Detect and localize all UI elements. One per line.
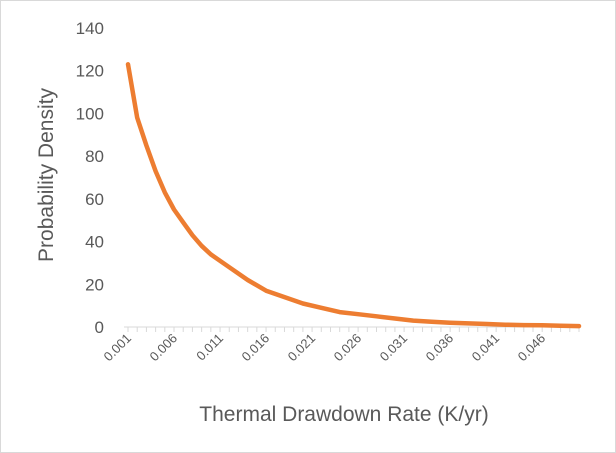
- x-tick-label: 0.016: [239, 331, 273, 365]
- x-tick-label: 0.021: [285, 331, 319, 365]
- x-axis-tick-labels: 0.001 0.006 0.011 0.016 0.021 0.026 0.031 0.036…: [101, 331, 549, 365]
- x-axis-minor-ticks: [127, 327, 580, 332]
- y-axis-title: Probability Density: [35, 88, 58, 262]
- x-tick-label: 0.011: [193, 331, 226, 364]
- y-tick-label: 60: [85, 190, 104, 209]
- x-tick-label: 0.031: [377, 331, 411, 365]
- x-tick-label: 0.006: [147, 331, 181, 365]
- series-group: [125, 62, 582, 329]
- x-axis: 0.001 0.006 0.011 0.016 0.021 0.026 0.031 0.036…: [101, 326, 580, 365]
- x-tick-label: 0.046: [515, 331, 549, 365]
- x-tick-label: 0.041: [469, 331, 503, 365]
- series-line: [125, 62, 582, 329]
- y-tick-label: 0: [95, 318, 104, 337]
- x-axis-title: Thermal Drawdown Rate (K/yr): [199, 403, 488, 426]
- x-tick-label: 0.036: [423, 331, 457, 365]
- x-tick-label: 0.001: [101, 331, 135, 365]
- x-tick-label: 0.026: [331, 331, 365, 365]
- y-tick-label: 120: [76, 62, 104, 81]
- y-tick-label: 80: [85, 147, 104, 166]
- y-tick-label: 140: [76, 19, 104, 38]
- y-tick-label: 20: [85, 275, 104, 294]
- y-axis-tick-labels: 0 20 40 60 80 100 120 140: [76, 19, 104, 337]
- y-tick-label: 40: [85, 233, 104, 252]
- y-tick-label: 100: [76, 104, 104, 123]
